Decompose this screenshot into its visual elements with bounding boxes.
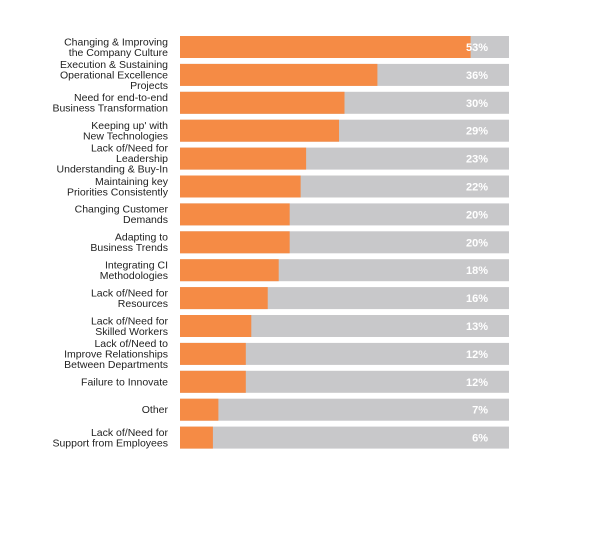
value-label: 29% <box>466 126 488 138</box>
category-label: Need for end-to-end Business Transformati… <box>52 92 168 115</box>
category-label: Integrating CI Methodologies <box>100 259 168 282</box>
bar <box>180 119 340 142</box>
bar <box>180 315 252 337</box>
category-label: Failure to Innovate <box>81 376 168 388</box>
bar <box>180 147 307 170</box>
value-label: 6% <box>472 433 488 445</box>
value-label: 22% <box>466 182 488 194</box>
category-label: Adapting to Business Trends <box>90 232 168 255</box>
category-label-line: Support from Employees <box>52 437 168 449</box>
value-label: 13% <box>466 321 488 333</box>
category-label-line: Lack of/Need for <box>91 315 169 327</box>
category-label-line: Maintaining key <box>95 176 169 188</box>
category-label: Lack of/Need for Support from Employees <box>52 427 168 450</box>
category-label: Keeping up' with New Technologies <box>83 120 168 143</box>
value-label: 18% <box>466 265 488 277</box>
category-label-line: Lack of/Need for <box>91 287 169 299</box>
category-label: Lack of/Need for Skilled Workers <box>91 315 169 338</box>
category-label-line: Priorities Consistently <box>67 186 169 198</box>
bar-track <box>180 315 509 337</box>
category-label-line: Demands <box>123 214 168 226</box>
category-label: Lack of/Need for Leadership Understanding … <box>57 143 169 176</box>
category-label-line: Execution & Sustaining <box>60 59 168 71</box>
bar <box>180 259 279 282</box>
category-label: Maintaining key Priorities Consistently <box>67 176 169 199</box>
bar-track <box>180 398 509 421</box>
category-label-line: Projects <box>130 80 168 92</box>
value-label: 23% <box>466 154 488 166</box>
category-label-line: Leadership <box>116 153 168 165</box>
category-label-line: Integrating CI <box>105 259 168 271</box>
bar <box>180 36 471 58</box>
category-label-line: Other <box>142 404 169 416</box>
bar <box>180 342 246 365</box>
category-label-line: Improve Relationships <box>64 348 168 360</box>
bar-track <box>180 426 509 449</box>
bar <box>180 370 246 393</box>
bar <box>180 203 290 226</box>
category-label: Changing & Improving the Company Culture <box>64 36 168 59</box>
category-label: Execution & Sustaining Operational Excell… <box>60 59 168 92</box>
value-label: 7% <box>472 405 488 417</box>
category-label-line: the Company Culture <box>69 47 168 59</box>
category-label-line: Lack of/Need to <box>94 338 168 350</box>
category-label: Lack of/Need for Resources <box>91 287 169 310</box>
value-label: 30% <box>466 98 488 110</box>
bar <box>180 175 301 198</box>
value-label: 53% <box>466 42 488 54</box>
category-label-line: Skilled Workers <box>95 326 168 338</box>
value-label: 12% <box>466 349 488 361</box>
category-label-line: Failure to Innovate <box>81 376 168 388</box>
category-label-line: New Technologies <box>83 130 168 142</box>
category-label-line: Changing & Improving <box>64 36 168 48</box>
category-label-line: Lack of/Need for <box>91 143 169 155</box>
bar <box>180 231 290 254</box>
bar <box>180 91 345 114</box>
category-label-line: Between Departments <box>64 359 168 371</box>
bar <box>180 426 213 449</box>
category-label-line: Changing Customer <box>75 204 169 216</box>
bar-track <box>180 370 509 393</box>
category-label-line: Lack of/Need for <box>91 427 169 439</box>
category-label: Lack of/Need to Improve Relationships Betw… <box>64 338 168 371</box>
category-label-line: Need for end-to-end <box>74 92 168 104</box>
category-label-line: Understanding & Buy-In <box>57 164 169 176</box>
value-label: 16% <box>466 293 488 305</box>
value-label: 20% <box>466 237 488 249</box>
bar-track <box>180 342 509 365</box>
category-label: Other <box>142 404 169 416</box>
bar <box>180 63 378 86</box>
value-label: 12% <box>466 377 488 389</box>
category-label-line: Resources <box>118 298 168 310</box>
bar <box>180 398 219 421</box>
category-label-line: Business Trends <box>90 242 168 254</box>
category-label: Changing Customer Demands <box>75 204 169 227</box>
value-label: 36% <box>466 70 488 82</box>
category-label-line: Business Transformation <box>52 103 168 115</box>
category-label-line: Operational Excellence <box>60 69 168 81</box>
category-label-line: Adapting to <box>115 232 168 244</box>
category-label-line: Keeping up' with <box>91 120 168 132</box>
category-label-line: Methodologies <box>100 270 168 282</box>
bar <box>180 287 268 310</box>
value-label: 20% <box>466 209 488 221</box>
